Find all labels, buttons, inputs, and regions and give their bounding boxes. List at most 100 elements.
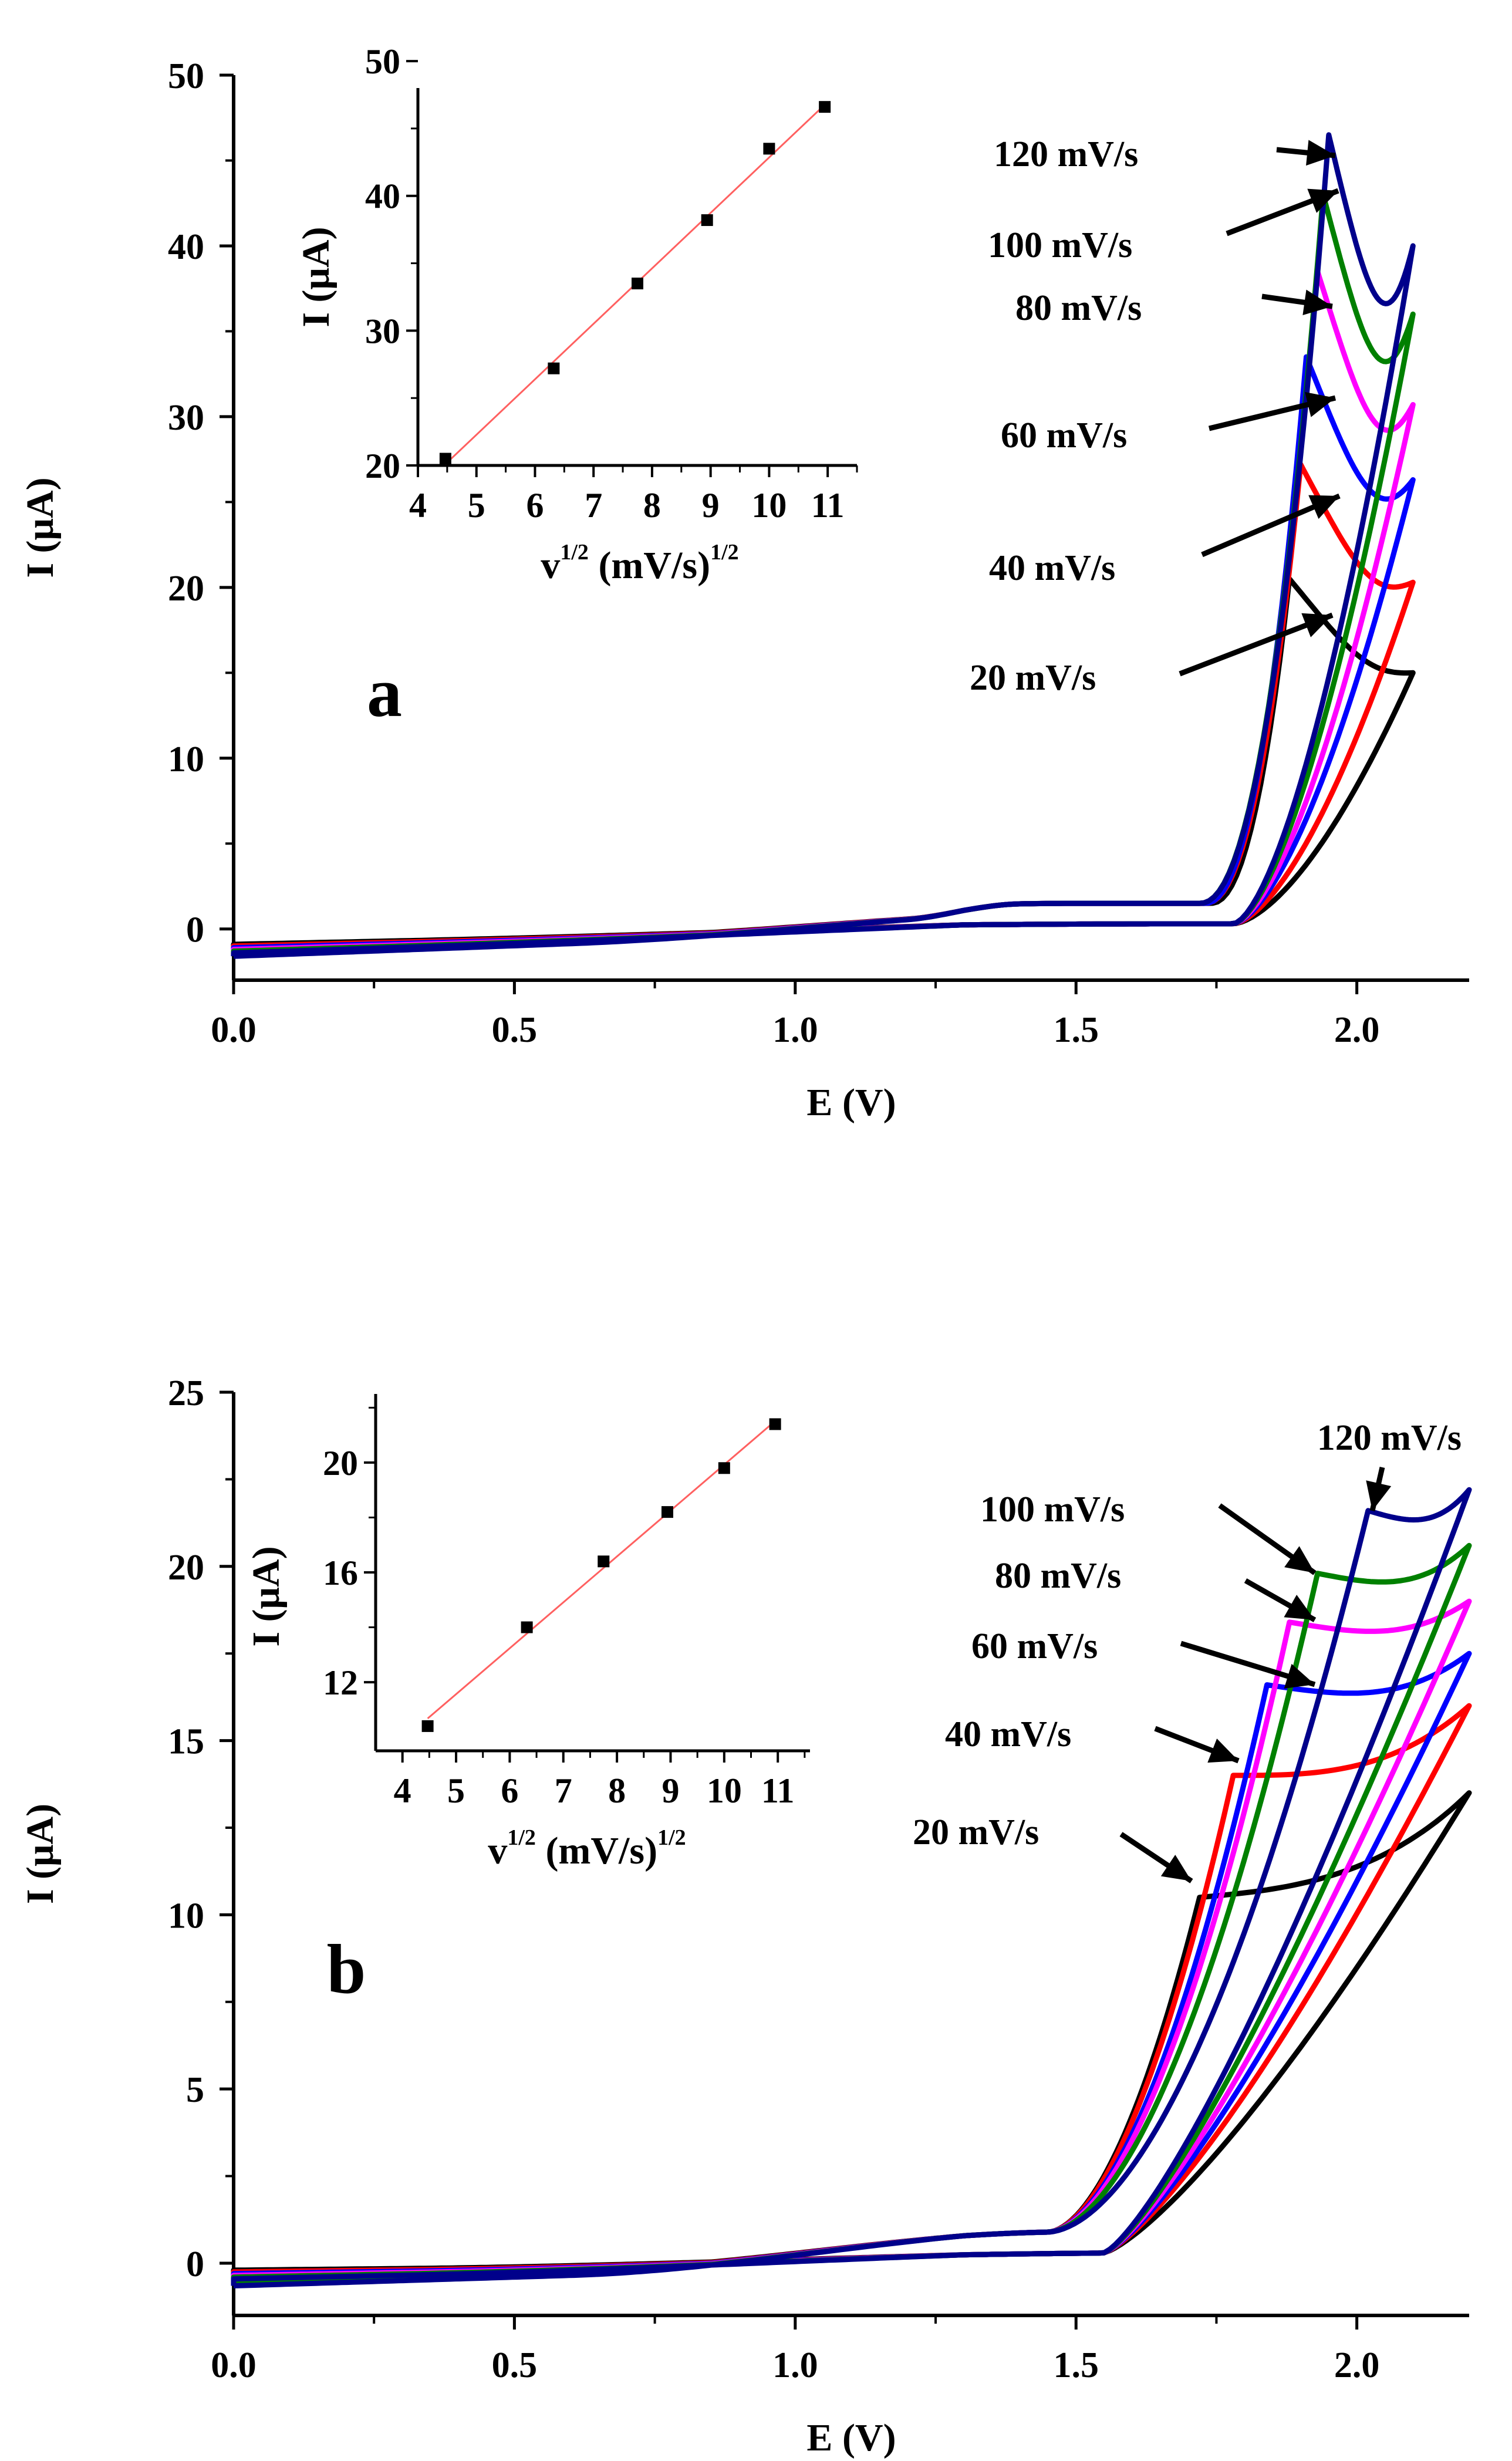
- inset-y-tick-label: 16: [323, 1554, 358, 1592]
- inset-x-tick-label: 11: [761, 1771, 795, 1810]
- inset-y-tick-label: 20: [323, 1444, 358, 1483]
- annotation-label: 40 mV/s: [989, 548, 1115, 588]
- x-tick-label: 2.0: [1334, 1010, 1380, 1050]
- x-axis-label: E (V): [806, 1081, 896, 1124]
- annotation-arrowhead: [1207, 1738, 1238, 1763]
- inset-x-tick-label: 6: [501, 1771, 518, 1810]
- y-tick-label: 0: [186, 2244, 204, 2284]
- cv-curve-100mvs: [231, 192, 1416, 957]
- inset-y-tick-label: 40: [365, 177, 400, 216]
- y-tick-label: 5: [186, 2070, 204, 2110]
- annotation-label: 80 mV/s: [1015, 288, 1142, 328]
- inset-x-tick-label: 8: [608, 1771, 626, 1810]
- panel-label: b: [327, 1930, 366, 2008]
- inset-x-tick-label: 10: [707, 1771, 742, 1810]
- y-tick-label: 30: [168, 398, 204, 438]
- y-tick-label: 10: [168, 1896, 204, 1936]
- y-tick-label: 10: [168, 740, 204, 779]
- inset-x-axis-label: v1/2 (mV/s)1/2: [541, 540, 738, 587]
- panel-label: a: [367, 653, 402, 731]
- x-tick-label: 1.5: [1053, 1010, 1099, 1050]
- inset-x-tick-label: 11: [811, 486, 845, 525]
- y-axis-label: I (μA): [19, 1804, 62, 1904]
- x-tick-label: 0.5: [492, 1010, 538, 1050]
- inset-x-tick-label: 7: [555, 1771, 572, 1810]
- annotation-label: 120 mV/s: [994, 134, 1138, 174]
- inset-x-tick-label: 9: [702, 486, 720, 525]
- y-tick-label: 40: [168, 227, 204, 267]
- y-tick-label: 20: [168, 1548, 204, 1588]
- annotation-arrowhead: [1366, 1480, 1392, 1511]
- inset-x-tick-label: 5: [447, 1771, 465, 1810]
- y-tick-label: 0: [186, 910, 204, 950]
- inset-data-point: [439, 453, 451, 465]
- annotation-arrowhead: [1160, 1855, 1192, 1881]
- inset-x-tick-label: 7: [585, 486, 602, 525]
- x-tick-label: 2.0: [1334, 2345, 1380, 2385]
- x-axis-label: E (V): [806, 2416, 896, 2459]
- annotation-arrowhead: [1284, 1595, 1315, 1620]
- inset-data-point: [819, 101, 831, 113]
- inset-plot-b: 4 5 6 7 8 9 10 11 12 16 20 I (μA) v1/2 (mV/s)1/2: [245, 1394, 810, 1872]
- chart-panel-a: 0.0 0.5 1.0 1.5 2.0 0 10 20 30 40 50 E (V) I (μA) a 12…: [19, 42, 1469, 1124]
- annotation-label: 100 mV/s: [988, 225, 1132, 265]
- annotation-arrowhead: [1307, 188, 1338, 213]
- inset-x-axis-label: v1/2 (mV/s)1/2: [488, 1825, 686, 1872]
- y-tick-label: 15: [168, 1722, 204, 1762]
- inset-data-point: [421, 1720, 434, 1732]
- inset-data-point: [521, 1621, 533, 1633]
- annotation-label: 100 mV/s: [980, 1490, 1125, 1530]
- inset-data-point: [598, 1555, 610, 1568]
- inset-x-tick-label: 10: [751, 486, 787, 525]
- y-tick-label: 25: [168, 1373, 204, 1413]
- annotation-arrowhead: [1302, 289, 1332, 316]
- inset-x-tick-label: 4: [409, 486, 427, 525]
- annotation-label: 80 mV/s: [995, 1556, 1121, 1596]
- annotation-arrowhead: [1301, 613, 1332, 637]
- chart-panel-b: 0.0 0.5 1.0 1.5 2.0 0 5 10 15 20 25 E (V) I (μA) b 120…: [19, 1373, 1472, 2459]
- inset-x-tick-label: 8: [643, 486, 661, 525]
- x-tick-label: 1.0: [772, 1010, 818, 1050]
- x-tick-label: 1.0: [772, 2345, 818, 2385]
- y-axis-label: I (μA): [19, 477, 62, 578]
- y-tick-label: 20: [168, 569, 204, 609]
- inset-x-tick-label: 6: [526, 486, 544, 525]
- inset-x-tick-label: 4: [394, 1771, 411, 1810]
- inset-fit-line: [427, 1420, 776, 1720]
- annotation-arrowhead: [1284, 1546, 1315, 1573]
- annotation-label: 20 mV/s: [913, 1812, 1039, 1852]
- inset-data-point: [763, 143, 775, 155]
- cv-curve-20mvs: [231, 576, 1416, 951]
- annotation-arrowhead: [1284, 1663, 1315, 1689]
- inset-data-point: [632, 277, 643, 289]
- x-tick-label: 0.5: [492, 2345, 538, 2385]
- annotation-label: 40 mV/s: [945, 1714, 1071, 1754]
- annotation-arrowhead: [1306, 140, 1335, 166]
- annotation-label: 60 mV/s: [971, 1626, 1098, 1666]
- x-tick-label: 1.5: [1053, 2345, 1099, 2385]
- inset-y-tick-label: 50: [365, 42, 400, 81]
- x-tick-label: 0.0: [211, 1010, 256, 1050]
- inset-x-tick-label: 5: [468, 486, 485, 525]
- inset-x-tick-label: 9: [662, 1771, 679, 1810]
- inset-y-tick-label: 12: [323, 1663, 358, 1702]
- inset-data-point: [718, 1462, 730, 1474]
- annotation-arrowhead: [1305, 391, 1335, 417]
- inset-data-point: [701, 214, 713, 227]
- inset-y-tick-label: 30: [365, 312, 400, 350]
- inset-data-point: [548, 362, 560, 374]
- y-tick-label: 50: [168, 56, 204, 96]
- inset-y-tick-label: 20: [365, 447, 400, 485]
- cv-curve-120mvs: [231, 1487, 1472, 2288]
- inset-data-point: [661, 1506, 673, 1518]
- inset-data-point: [769, 1418, 781, 1430]
- annotation-arrowhead: [1308, 495, 1339, 519]
- x-tick-label: 0.0: [211, 2345, 256, 2385]
- inset-y-axis-label: I (μA): [245, 1546, 288, 1646]
- inset-y-axis-label: I (μA): [295, 227, 338, 327]
- cv-curve-120mvs: [231, 132, 1416, 959]
- annotation-label: 20 mV/s: [970, 658, 1096, 698]
- inset-plot-a: 4 5 6 7 8 9 10 11 20 30 40 50 I (μA) v1/2 (mV/s)1/2: [295, 42, 858, 587]
- annotation-label: 60 mV/s: [1001, 416, 1127, 455]
